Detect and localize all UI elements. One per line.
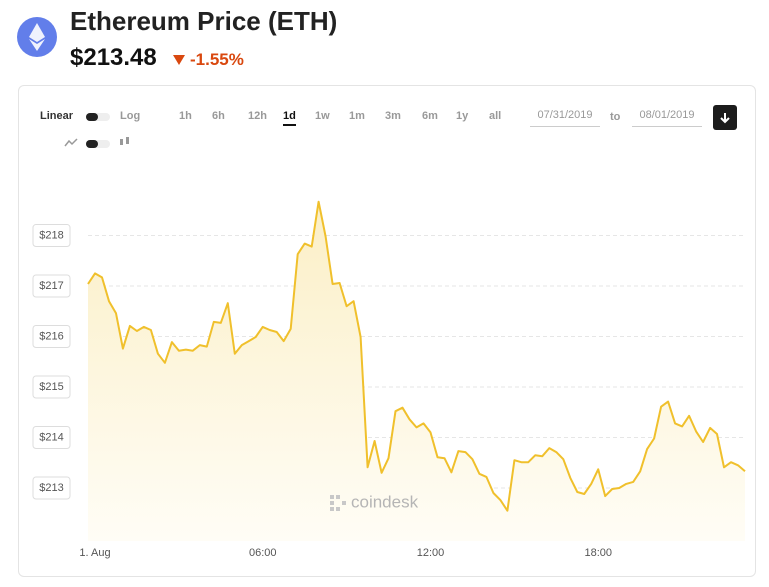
y-tick-box [32, 224, 71, 248]
range-button[interactable]: 12h [248, 110, 267, 122]
price: $213.48 [70, 44, 157, 71]
range-button[interactable]: all [489, 110, 502, 122]
watermark: coindesk [351, 492, 419, 511]
x-tick-label: 12:00 [417, 547, 445, 559]
title: Ethereum Price (ETH) [70, 6, 338, 36]
y-tick-box [32, 375, 71, 399]
price-change: -1.55% [190, 50, 244, 69]
y-tick-label: $215 [39, 381, 63, 393]
y-tick-box [32, 274, 71, 298]
download-icon [720, 113, 730, 124]
download-button[interactable] [713, 105, 737, 130]
range-button[interactable]: 3m [385, 110, 401, 122]
watermark-logo [330, 495, 346, 511]
range-button[interactable]: 1y [456, 110, 469, 122]
y-tick-label: $218 [39, 229, 63, 241]
scale-linear[interactable]: Linear [40, 110, 74, 122]
y-tick-box [32, 325, 71, 349]
price-area [88, 201, 745, 541]
line-icon[interactable] [64, 138, 78, 148]
date-from[interactable]: 07/31/2019 [530, 104, 600, 127]
y-tick-label: $214 [39, 431, 63, 443]
x-tick-label: 18:00 [584, 547, 612, 559]
chart-panel [18, 85, 756, 577]
y-tick-label: $217 [39, 280, 63, 292]
y-tick-label: $216 [39, 330, 63, 342]
range-button[interactable]: 6h [212, 110, 225, 122]
range-button[interactable]: 1d [283, 110, 296, 126]
y-tick-box [32, 425, 71, 449]
date-separator: to [610, 111, 621, 123]
y-tick-box [32, 476, 71, 500]
scale-toggle[interactable] [86, 113, 110, 121]
scale-log[interactable]: Log [120, 110, 141, 122]
date-to[interactable]: 08/01/2019 [632, 104, 702, 127]
range-button[interactable]: 1h [179, 110, 192, 122]
price-line [87, 200, 746, 512]
type-toggle[interactable] [86, 140, 110, 148]
x-tick-label: 1. Aug [79, 547, 110, 559]
y-tick-label: $213 [39, 482, 63, 494]
range-button[interactable]: 1m [349, 110, 365, 122]
eth-icon [17, 17, 57, 57]
range-button[interactable]: 6m [422, 110, 438, 122]
range-button[interactable]: 1w [315, 110, 330, 122]
candle-icon[interactable] [118, 136, 132, 148]
x-tick-label: 06:00 [249, 547, 277, 559]
down-arrow [173, 55, 185, 65]
